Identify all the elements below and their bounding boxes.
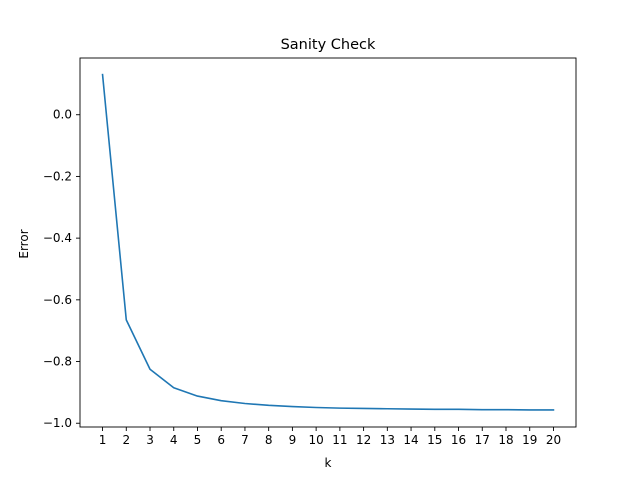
x-tick-label: 2 — [122, 433, 130, 447]
x-tick-label: 3 — [146, 433, 154, 447]
y-tick-label: −0.6 — [43, 293, 72, 307]
series-line — [101, 73, 555, 411]
y-tick-label: −0.4 — [43, 231, 72, 245]
y-tick-label: −1.0 — [43, 416, 72, 430]
axes-frame — [79, 57, 577, 428]
x-axis-label: k — [325, 456, 332, 470]
x-tick-label: 16 — [451, 433, 466, 447]
x-tick-label: 10 — [308, 433, 323, 447]
x-tick-label: 4 — [170, 433, 178, 447]
x-tick-label: 15 — [427, 433, 442, 447]
x-tick-label: 14 — [403, 433, 418, 447]
x-tick-label: 17 — [475, 433, 490, 447]
x-tick-label: 8 — [265, 433, 273, 447]
plot-area: 1 2 3 4 5 6 7 8 9 10 11 12 13 14 15 16 17 18 19 200.0−0.2−0… — [43, 57, 577, 447]
x-tick-label: 11 — [332, 433, 347, 447]
x-tick-label: 1 — [99, 433, 107, 447]
y-tick-label: −0.2 — [43, 169, 72, 183]
x-tick-label: 5 — [194, 433, 202, 447]
x-tick-label: 7 — [241, 433, 249, 447]
chart-title: Sanity Check — [281, 37, 376, 53]
y-tick-label: −0.8 — [43, 355, 72, 369]
y-axis-label: Error — [17, 229, 31, 258]
x-tick-label: 18 — [498, 433, 513, 447]
x-tick-label: 13 — [380, 433, 395, 447]
y-tick-label: 0.0 — [53, 108, 72, 122]
x-tick-label: 20 — [546, 433, 561, 447]
x-tick-label: 9 — [289, 433, 297, 447]
x-tick-label: 19 — [522, 433, 537, 447]
x-tick-label: 6 — [217, 433, 225, 447]
x-tick-label: 12 — [356, 433, 371, 447]
